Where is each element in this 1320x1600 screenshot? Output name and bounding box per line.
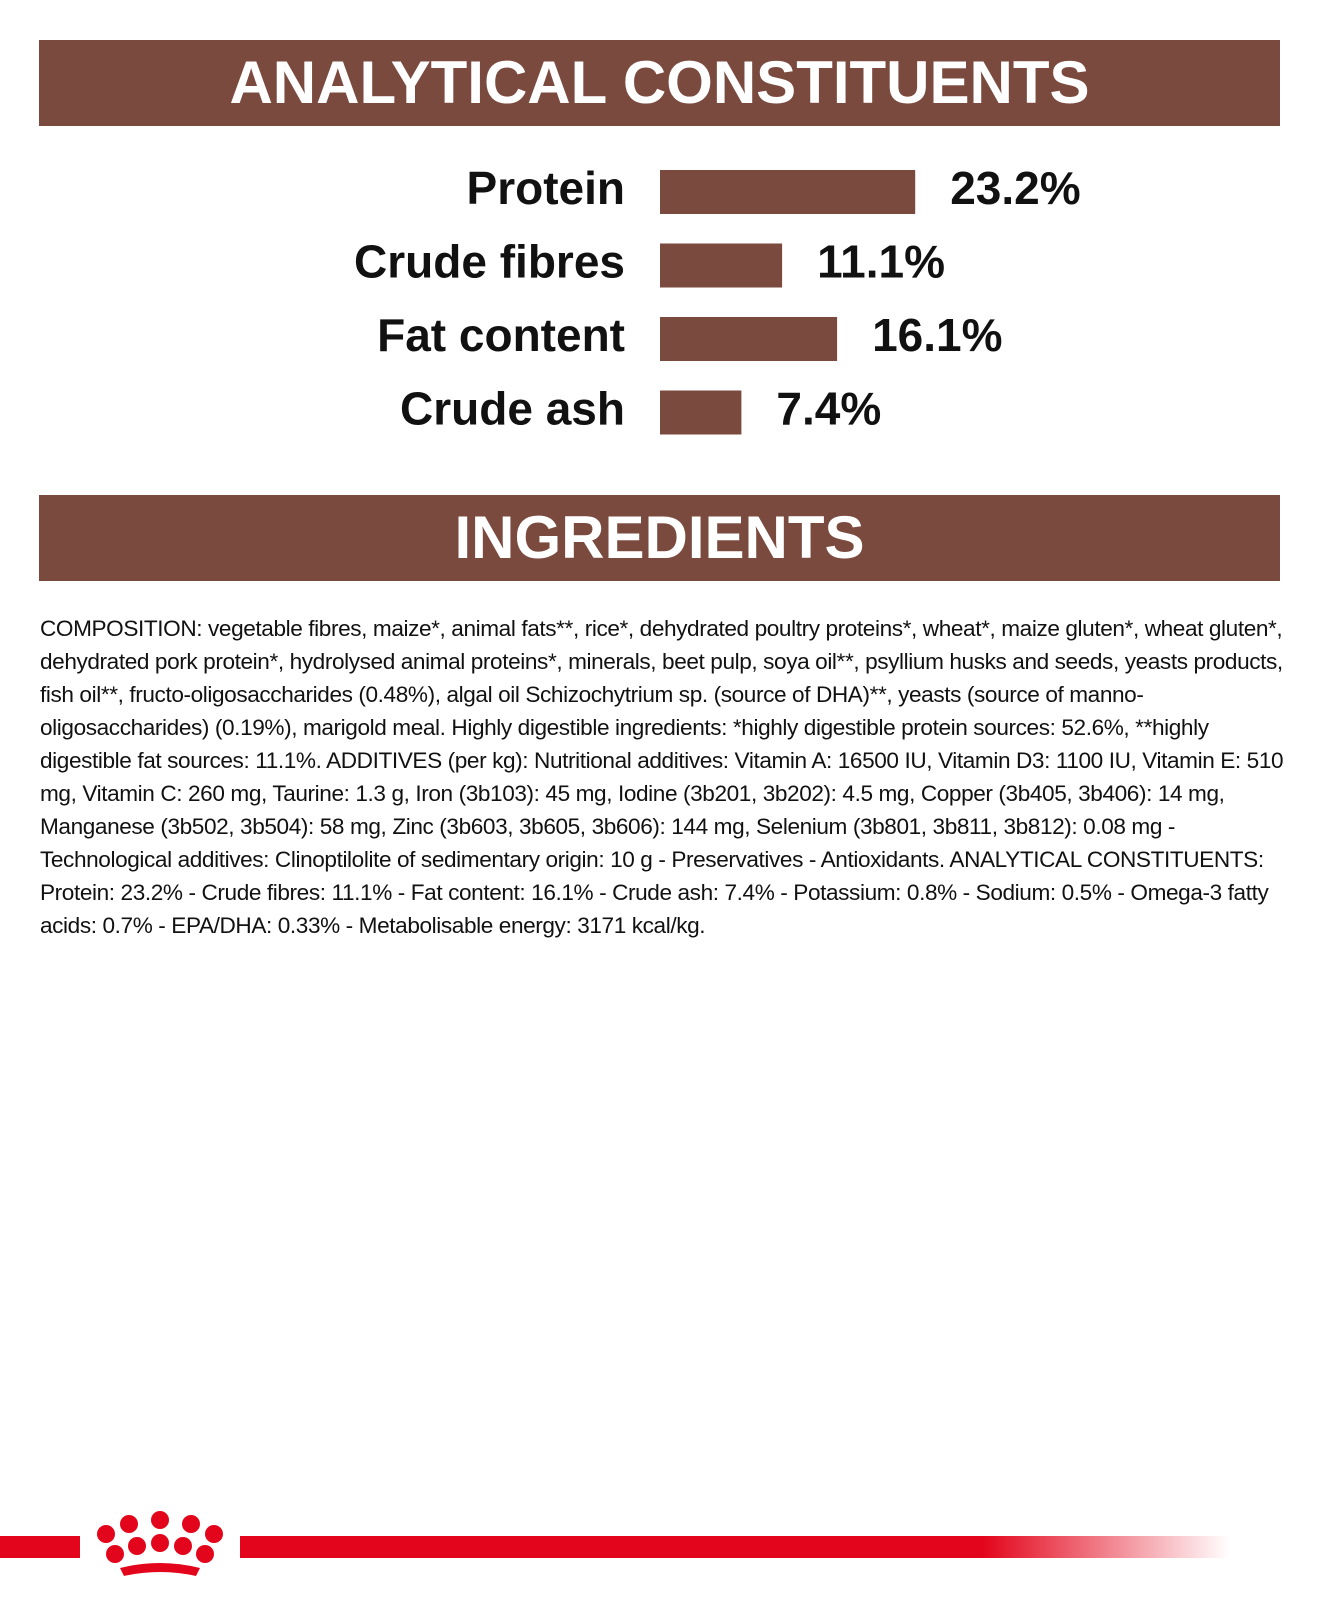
value-label: 23.2% — [950, 162, 1080, 214]
bar — [660, 390, 742, 435]
bar — [660, 243, 783, 288]
value-label: 16.1% — [872, 309, 1002, 361]
category-label: Crude ash — [400, 383, 625, 435]
crown-logo — [97, 1511, 223, 1576]
brand-line — [240, 1536, 1230, 1558]
bar — [660, 170, 916, 214]
value-label: 11.1% — [817, 236, 945, 288]
category-label: Protein — [467, 162, 625, 214]
brand-line — [0, 1536, 80, 1558]
bar — [660, 317, 838, 361]
brand-footer — [0, 1511, 1230, 1576]
chart: Protein 23.2% Crude fibres 11.1% Fat content… — [354, 162, 1081, 435]
ingredients-text: COMPOSITION: vegetable fibres, maize*, a… — [40, 616, 1284, 938]
category-label: Crude fibres — [354, 236, 625, 288]
category-label: Fat content — [377, 309, 625, 361]
value-label: 7.4% — [776, 383, 881, 435]
section-title: INGREDIENTS — [39, 495, 1280, 581]
chart-title: ANALYTICAL CONSTITUENTS — [39, 40, 1280, 126]
page: ANALYTICAL CONSTITUENTS Protein 23.2% Crud… — [0, 40, 1284, 1576]
